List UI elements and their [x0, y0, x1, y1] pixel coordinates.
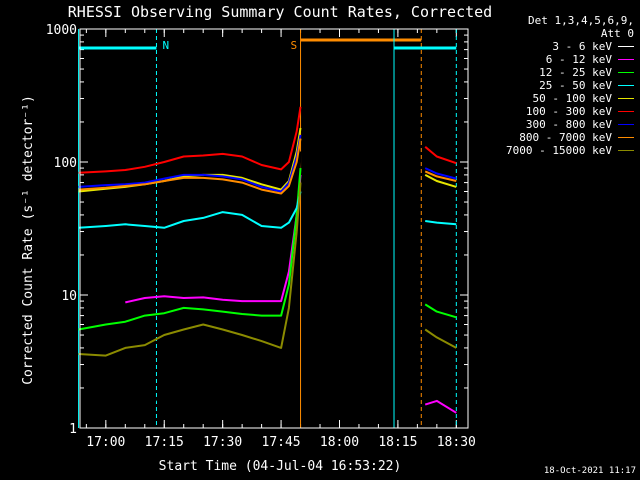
x-tick-label: 18:00 — [320, 435, 359, 450]
legend-swatch — [618, 124, 634, 125]
x-axis-label: Start Time (04-Jul-04 16:53:22) — [159, 459, 402, 474]
legend-swatch — [618, 137, 634, 138]
legend-entry-label: 3 - 6 keV — [552, 40, 612, 53]
legend-swatch — [618, 98, 634, 99]
series-line — [78, 182, 457, 357]
x-tick-label: 18:15 — [378, 435, 417, 450]
series-line — [78, 138, 457, 195]
legend-entry: 300 - 800 keV — [474, 118, 634, 131]
legend-entry-label: 7000 - 15000 keV — [506, 144, 612, 157]
legend-swatch — [618, 59, 634, 60]
legend-entry: 3 - 6 keV — [474, 40, 634, 53]
legend-entry: 100 - 300 keV — [474, 105, 634, 118]
x-tick-label: 17:15 — [145, 435, 184, 450]
x-tick-label: 17:30 — [203, 435, 242, 450]
legend-entry: 25 - 50 keV — [474, 79, 634, 92]
legend-entry: 800 - 7000 keV — [474, 131, 634, 144]
legend-entry-label: 800 - 7000 keV — [519, 131, 612, 144]
legend-swatch — [618, 111, 634, 112]
legend-entry-label: 6 - 12 keV — [545, 53, 612, 66]
legend-header-line: Att 0 — [600, 27, 634, 40]
legend-swatch — [618, 85, 634, 86]
plot-frame — [79, 28, 469, 429]
y-tick-label: 10 — [61, 289, 77, 304]
y-axis-label: Corrected Count Rate (s⁻¹ detector⁻¹) — [21, 95, 36, 385]
y-tick-label: 100 — [54, 156, 77, 171]
legend-entry-label: 300 - 800 keV — [525, 118, 612, 131]
legend-entry-label: 50 - 100 keV — [532, 92, 612, 105]
series-line — [78, 168, 457, 331]
y-tick-label: 1000 — [46, 23, 77, 38]
x-tick-label: 18:30 — [437, 435, 476, 450]
legend-entry: 7000 - 15000 keV — [474, 144, 634, 157]
series-line — [125, 174, 457, 414]
y-tick-label: 1 — [69, 422, 77, 437]
plot-area: 1 10 100 1000 17:00 17:15 17:30 17:45 18:00 18:15… — [46, 23, 476, 450]
legend-entry-label: 100 - 300 keV — [525, 105, 612, 118]
series-line — [78, 191, 457, 229]
legend-entry: 50 - 100 keV — [474, 92, 634, 105]
legend-swatch — [618, 150, 634, 151]
x-tick-label: 17:00 — [86, 435, 125, 450]
legend-entry-label: 25 - 50 keV — [539, 79, 612, 92]
chart-title: RHESSI Observing Summary Count Rates, Co… — [68, 3, 492, 21]
footer-date: 18-Oct-2021 11:17 — [543, 466, 636, 476]
legend-header-line: Det 1,3,4,5,6,9, — [528, 14, 634, 27]
legend: Det 1,3,4,5,6,9, Att 0 3 - 6 keV 6 - 12 ke… — [474, 14, 634, 157]
annotation-label: S — [291, 39, 298, 52]
legend-entry: 12 - 25 keV — [474, 66, 634, 79]
legend-swatch — [618, 46, 634, 47]
x-tick-label: 17:45 — [262, 435, 301, 450]
series-line — [78, 134, 457, 193]
legend-swatch — [618, 72, 634, 73]
annotation-label: N — [162, 39, 169, 52]
legend-entry: 6 - 12 keV — [474, 53, 634, 66]
legend-entry-label: 12 - 25 keV — [539, 66, 612, 79]
series-line — [78, 106, 457, 174]
series-line — [151, 151, 302, 406]
